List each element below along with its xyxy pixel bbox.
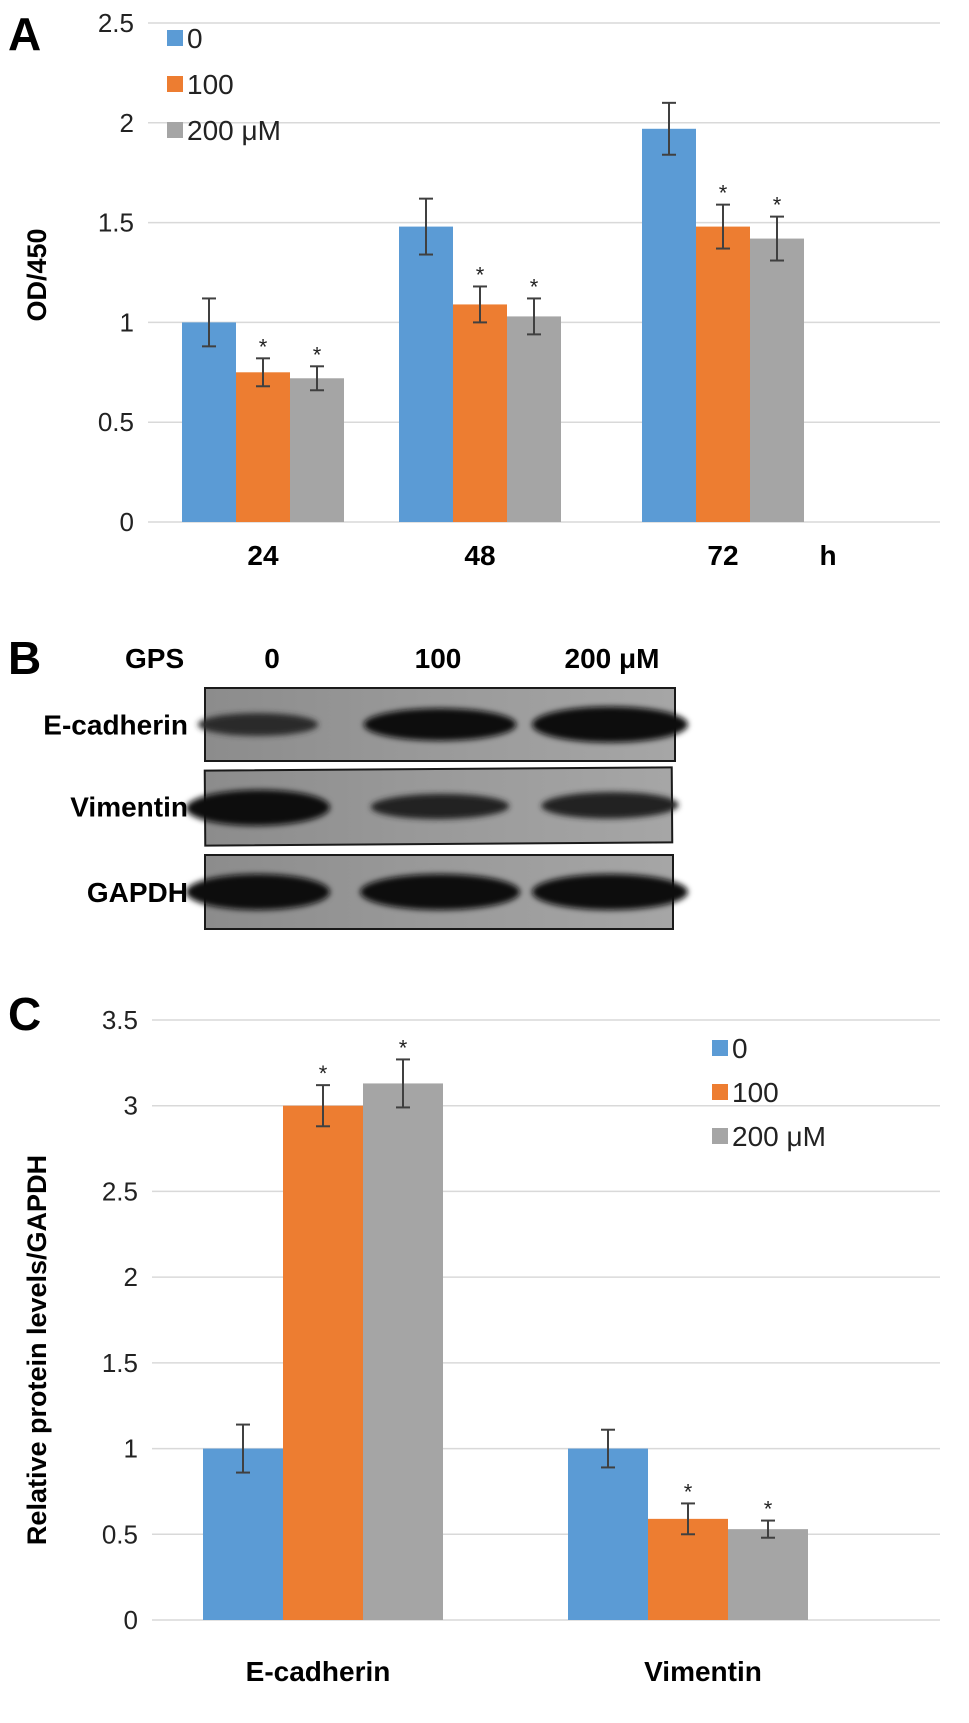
blot-band — [360, 874, 520, 910]
blot-treatment-label: GPS — [125, 643, 184, 674]
chart-a-bar — [750, 238, 804, 522]
chart-c-category-label: E-cadherin — [246, 1656, 391, 1687]
blot-row-label: GAPDH — [87, 877, 188, 908]
chart-a-bar — [453, 304, 507, 522]
chart-c-y-tick-label: 2.5 — [102, 1176, 138, 1206]
blot-band — [541, 792, 679, 819]
blot-band — [186, 789, 331, 826]
chart-c-y-axis-label: Relative protein levels/GAPDH — [22, 1155, 52, 1545]
chart-a-bar — [507, 316, 561, 522]
chart-a-legend-swatch — [167, 30, 183, 46]
blot-band — [532, 874, 688, 910]
chart-c-significance-marker: * — [764, 1497, 773, 1522]
blot-row-label: Vimentin — [70, 792, 188, 823]
chart-a: OD/450 h 0 0.5 1 1.5 2 2.5 * * * * * * 24 48 72 0 100 200… — [22, 8, 940, 571]
blot-lane-label: 200 μM — [565, 643, 660, 674]
chart-c-bar — [568, 1448, 648, 1620]
chart-a-significance-marker: * — [719, 181, 728, 206]
chart-a-significance-marker: * — [773, 193, 782, 218]
chart-a-significance-marker: * — [259, 334, 268, 359]
chart-c-bar — [728, 1529, 808, 1620]
chart-a-significance-marker: * — [530, 274, 539, 299]
chart-a-bar — [290, 378, 344, 522]
chart-a-bar — [182, 322, 236, 522]
chart-c-y-tick-label: 0 — [124, 1605, 138, 1635]
blot-strip — [186, 766, 679, 847]
chart-a-y-tick-label: 2 — [120, 108, 134, 138]
chart-c-legend-label: 200 μM — [732, 1121, 826, 1152]
chart-c-bar — [203, 1448, 283, 1620]
blot-band — [186, 874, 330, 910]
chart-c-y-tick-label: 3 — [124, 1091, 138, 1121]
chart-c-bar — [283, 1105, 363, 1620]
chart-a-legend-label: 0 — [187, 23, 203, 54]
chart-a-y-tick-label: 1 — [120, 307, 134, 337]
chart-c-legend-label: 100 — [732, 1077, 779, 1108]
blot-band — [363, 708, 517, 741]
chart-c-bar — [363, 1083, 443, 1620]
western-blot: GPS 0 100 200 μM E-cadherin Vimentin GAPDH — [43, 643, 688, 930]
chart-a-unit-label: h — [819, 540, 836, 571]
chart-c-significance-marker: * — [319, 1061, 328, 1086]
chart-c-legend-label: 0 — [732, 1033, 748, 1064]
chart-c-significance-marker: * — [684, 1479, 693, 1504]
chart-c-legend-swatch — [712, 1128, 728, 1144]
chart-a-legend-label: 100 — [187, 69, 234, 100]
chart-a-significance-marker: * — [313, 342, 322, 367]
blot-band — [197, 713, 319, 736]
blot-band — [532, 706, 688, 743]
chart-a-category-label: 72 — [707, 540, 738, 571]
chart-a-y-tick-label: 2.5 — [98, 8, 134, 38]
chart-a-category-label: 24 — [247, 540, 279, 571]
panel-letter-b: B — [8, 632, 41, 684]
chart-a-bar — [236, 372, 290, 522]
blot-strip — [186, 854, 688, 930]
chart-c-y-tick-label: 1 — [124, 1434, 138, 1464]
chart-c: Relative protein levels/GAPDH 0 0.5 1 1.5 2 2… — [22, 1005, 940, 1687]
chart-a-bar — [696, 226, 750, 523]
chart-a-bar — [642, 128, 696, 522]
chart-a-legend-swatch — [167, 122, 183, 138]
chart-c-y-tick-label: 2 — [124, 1262, 138, 1292]
chart-c-bar — [648, 1518, 728, 1620]
chart-c-y-tick-label: 1.5 — [102, 1348, 138, 1378]
chart-c-significance-marker: * — [399, 1035, 408, 1060]
chart-a-y-tick-label: 0 — [120, 507, 134, 537]
chart-c-y-tick-label: 0.5 — [102, 1519, 138, 1549]
chart-a-significance-marker: * — [476, 262, 485, 287]
panel-letter-a: A — [8, 8, 41, 60]
blot-strip — [197, 687, 688, 762]
blot-lane-label: 100 — [415, 643, 462, 674]
chart-c-y-tick-label: 3.5 — [102, 1005, 138, 1035]
chart-a-legend-label: 200 μM — [187, 115, 281, 146]
chart-a-bar — [399, 226, 453, 523]
chart-a-legend-swatch — [167, 76, 183, 92]
blot-row-label: E-cadherin — [43, 710, 188, 741]
chart-a-y-axis-label: OD/450 — [22, 228, 52, 321]
panel-letter-c: C — [8, 988, 41, 1040]
chart-a-y-tick-label: 0.5 — [98, 407, 134, 437]
chart-c-legend-swatch — [712, 1084, 728, 1100]
blot-lane-label: 0 — [264, 643, 280, 674]
chart-a-category-label: 48 — [464, 540, 495, 571]
chart-a-y-tick-label: 1.5 — [98, 208, 134, 238]
blot-band — [370, 793, 510, 820]
chart-c-legend-swatch — [712, 1040, 728, 1056]
chart-c-category-label: Vimentin — [644, 1656, 762, 1687]
